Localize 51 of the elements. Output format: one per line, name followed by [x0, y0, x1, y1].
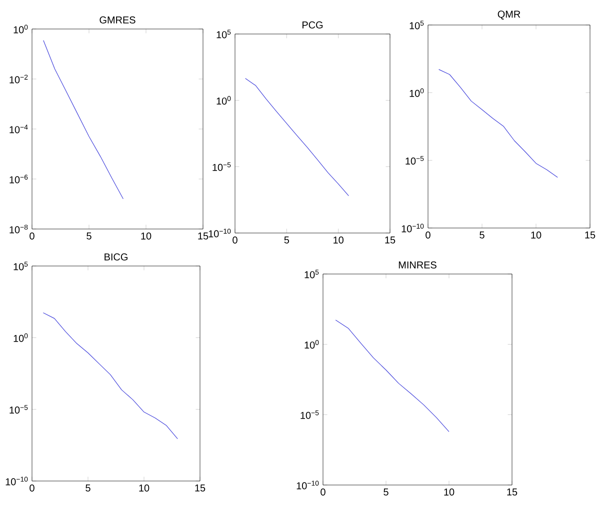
y-tick-label: 10$^{−10}$: [296, 480, 319, 490]
x-tick-label: 10: [334, 236, 344, 244]
y-tick-label: 10$^{−6}$: [10, 174, 28, 184]
y-tick-label: 10$^{0}$: [14, 24, 28, 34]
chart-title: GMRES: [100, 16, 136, 24]
x-tick-label: 5: [284, 236, 290, 244]
y-tick-label: 10$^{0}$: [304, 340, 319, 349]
y-tick-label: 10$^{−5}$: [10, 405, 28, 414]
x-tick-label: 0: [30, 232, 34, 240]
x-tick-label: 15: [198, 232, 208, 240]
y-tick-label: 10$^{0}$: [410, 88, 424, 97]
y-tick-label: 10$^{5}$: [304, 270, 319, 278]
x-tick-label: 5: [86, 232, 92, 240]
y-tick-label: 10$^{−5}$: [212, 162, 231, 171]
x-tick-label: 5: [480, 232, 484, 238]
chart-title: BICG: [104, 253, 128, 260]
x-tick-label: 10: [141, 232, 152, 240]
y-tick-label: 10$^{−10}$: [402, 224, 424, 232]
y-tick-label: 10$^{−2}$: [10, 74, 28, 84]
line-series: [335, 320, 450, 432]
y-tick-label: 10$^{0}$: [14, 333, 28, 342]
y-tick-label: 10$^{−10}$: [208, 228, 231, 238]
x-tick-label: 5: [384, 488, 388, 496]
y-tick-label: 10$^{−8}$: [10, 224, 28, 234]
x-tick-label: 5: [86, 484, 90, 492]
chart-title: MINRES: [398, 261, 436, 268]
x-tick-label: 15: [507, 488, 518, 496]
line-series: [42, 312, 178, 440]
chart-title: QMR: [498, 10, 520, 20]
x-tick-label: 0: [320, 488, 326, 496]
x-tick-label: 0: [232, 236, 238, 244]
x-tick-label: 15: [195, 484, 206, 492]
line-series: [438, 69, 558, 178]
y-tick-label: 10$^{−4}$: [10, 124, 28, 134]
y-tick-label: 10$^{5}$: [410, 20, 424, 30]
y-tick-label: 10$^{5}$: [216, 30, 231, 38]
y-tick-label: 10$^{0}$: [216, 96, 231, 105]
y-tick-label: 10$^{−5}$: [406, 156, 424, 165]
x-tick-label: 0: [426, 232, 430, 239]
x-tick-label: 10: [444, 488, 454, 496]
y-tick-label: 10$^{−10}$: [6, 476, 28, 486]
y-tick-label: 10$^{−5}$: [300, 410, 319, 419]
x-tick-label: 0: [30, 484, 34, 492]
x-tick-label: 15: [385, 236, 396, 244]
x-tick-label: 10: [531, 232, 542, 239]
chart-title: PCG: [302, 21, 323, 28]
y-tick-label: 10$^{5}$: [14, 262, 28, 270]
x-tick-label: 10: [139, 484, 150, 492]
line-series: [245, 78, 349, 196]
line-series: [43, 40, 124, 200]
x-tick-label: 15: [585, 232, 596, 238]
